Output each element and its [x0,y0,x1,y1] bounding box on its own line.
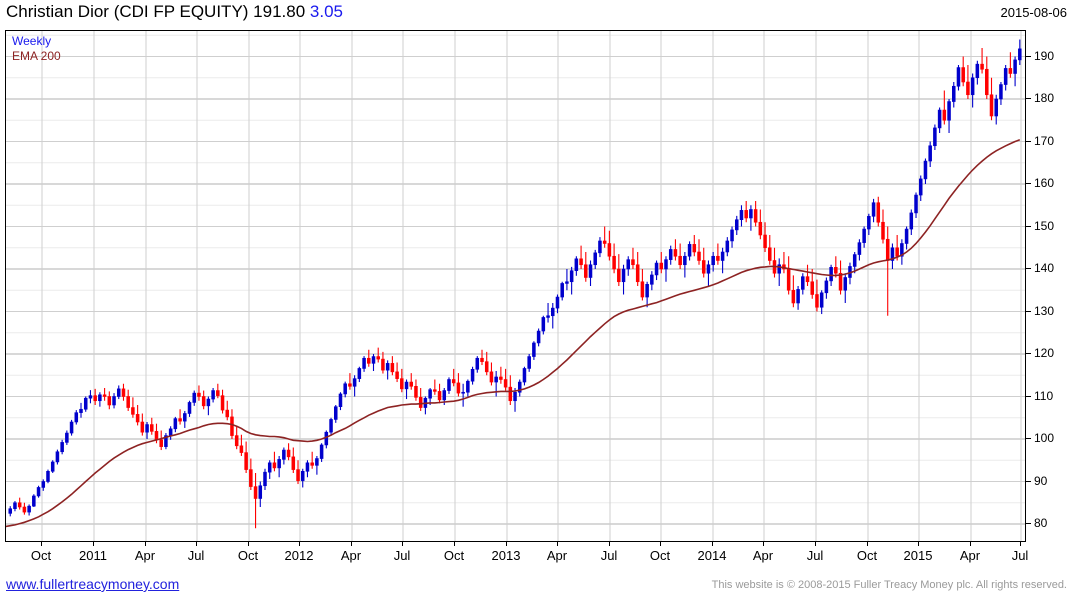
y-tick-mark [1026,268,1031,269]
y-tick-label: 180 [1034,91,1055,105]
y-tick-mark [1026,438,1031,439]
x-tick-mark [248,542,249,546]
x-tick-mark [557,542,558,546]
y-tick-mark [1026,523,1031,524]
x-tick-mark [299,542,300,546]
y-tick-label: 130 [1034,303,1055,318]
y-tick-mark [1026,310,1031,312]
x-tick-mark [1020,542,1021,546]
y-tick-label: 140 [1034,261,1055,275]
x-tick-mark [506,542,507,546]
y-tick-mark [1026,225,1031,227]
x-tick-mark [402,542,403,546]
x-tick-mark [815,542,816,546]
x-tick-label: 2015 [903,548,933,563]
x-tick-label: Apr [752,548,774,563]
x-tick-mark [93,542,94,546]
title-text: Christian Dior (CDI FP EQUITY) 191.80 [6,2,310,21]
x-tick-label: Apr [546,548,568,563]
y-tick-label: 110 [1034,388,1054,403]
chart-footer: www.fullertreacymoney.com This website i… [0,574,1075,600]
y-tick-label: 90 [1034,473,1048,488]
x-tick-label: 2013 [491,548,521,563]
x-tick-mark [867,542,868,546]
y-tick-label: 150 [1034,218,1055,233]
chart-plot-area[interactable]: Weekly EMA 200 [5,30,1026,542]
y-tick-mark [1026,395,1031,397]
y-tick-mark [1026,183,1031,184]
x-tick-label: Jul [806,548,824,563]
y-tick-mark [1026,140,1031,142]
x-tick-label: Jul [600,548,618,563]
x-tick-mark [145,542,146,546]
y-tick-mark [1026,55,1031,57]
x-tick-mark [454,542,455,546]
y-tick-mark [1026,353,1031,354]
y-tick-mark [1026,98,1031,99]
x-tick-label: 2014 [697,548,727,563]
x-tick-label: Oct [443,548,465,563]
chart-gridlines [6,31,1025,541]
chart-header: Christian Dior (CDI FP EQUITY) 191.80 3.… [0,0,1075,28]
y-tick-label: 170 [1034,133,1055,148]
x-tick-label: Apr [134,548,156,563]
chart-data-layer [6,39,1022,529]
x-tick-label: Oct [237,548,259,563]
x-tick-label: 2011 [79,548,107,563]
x-tick-mark [970,542,971,546]
copyright-text: This website is © 2008-2015 Fuller Treac… [711,579,1067,591]
y-tick-label: 160 [1034,176,1055,190]
y-tick-mark [1026,480,1031,482]
x-tick-mark [609,542,610,546]
x-axis: Oct 2011 Apr Jul Oct 2012 Apr Jul Oct 2013 Apr Jul O… [5,542,1029,568]
x-tick-label: Oct [30,548,52,563]
x-tick-mark [351,542,352,546]
page-title: Christian Dior (CDI FP EQUITY) 191.80 3.… [6,2,343,22]
y-tick-label: 190 [1034,48,1055,63]
x-tick-mark [918,542,919,546]
y-tick-label: 100 [1034,431,1055,445]
y-tick-label: 80 [1034,516,1048,530]
x-tick-label: Jul [393,548,411,563]
x-tick-label: 2012 [284,548,314,563]
x-tick-label: Jul [187,548,205,563]
x-tick-label: Apr [959,548,981,563]
x-tick-mark [712,542,713,546]
x-tick-mark [196,542,197,546]
x-tick-label: Oct [856,548,878,563]
x-tick-mark [41,542,42,546]
website-link[interactable]: www.fullertreacymoney.com [6,576,180,592]
y-tick-label: 120 [1034,346,1055,360]
x-tick-label: Oct [649,548,671,563]
y-axis: 80 90 100 110 120 130 140 150 160 170 180 190 [1026,30,1075,542]
x-tick-mark [763,542,764,546]
x-tick-label: Jul [1011,548,1029,563]
as-of-date: 2015-08-06 [1000,5,1068,20]
x-tick-mark [660,542,661,546]
x-tick-label: Apr [340,548,362,563]
price-change: 3.05 [309,2,343,21]
